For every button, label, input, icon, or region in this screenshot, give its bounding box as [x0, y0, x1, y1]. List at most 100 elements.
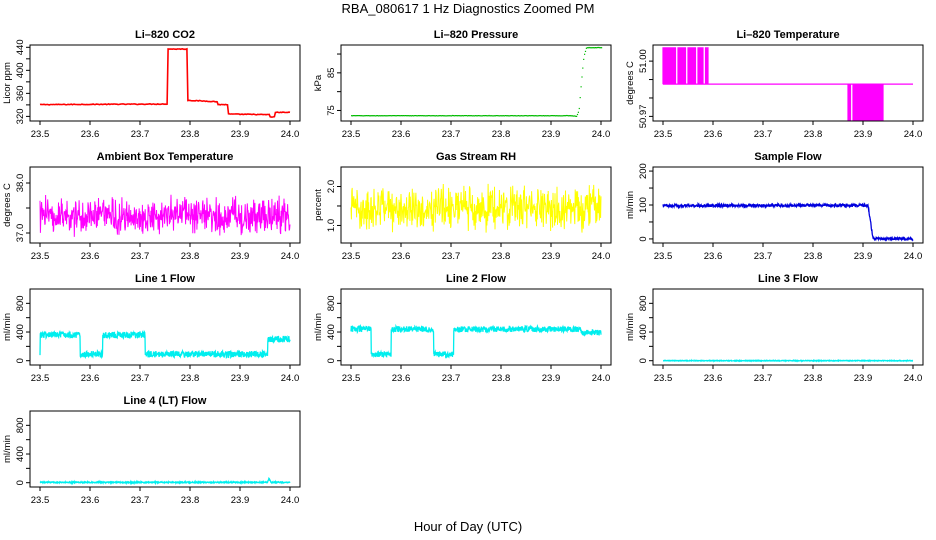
x-tick-label: 23.5 — [654, 373, 673, 384]
x-tick-label: 23.7 — [442, 373, 461, 384]
x-tick-label: 23.6 — [81, 129, 100, 140]
x-tick-label: 23.8 — [492, 251, 511, 262]
y-tick-label: 37.0 — [15, 224, 26, 243]
y-tick-label: 38.0 — [15, 174, 26, 193]
plot-frame — [340, 166, 612, 244]
x-tick-label: 23.6 — [704, 373, 723, 384]
y-tick-label: 800 — [326, 295, 337, 311]
panel-8: Line 2 Flow 23.5 23.6 23.7 23.8 23.9 24.0 0 400 8… — [313, 273, 612, 384]
series-line — [39, 329, 291, 360]
panel-9: Line 3 Flow 23.5 23.6 23.7 23.8 23.9 24.0 0 400 8… — [625, 273, 924, 384]
x-tick-label: 23.5 — [342, 129, 361, 140]
x-tick-label: 23.5 — [342, 373, 361, 384]
plot-frame — [29, 44, 301, 122]
y-axis-label: degrees C — [625, 61, 636, 105]
y-axis-label: Licor ppm — [2, 62, 13, 104]
x-tick-label: 23.9 — [231, 129, 250, 140]
y-tick-label: 0 — [15, 480, 26, 485]
panel-title: Line 4 (LT) Flow — [124, 395, 207, 407]
x-tick-label: 23.5 — [31, 251, 50, 262]
x-tick-label: 24.0 — [281, 495, 300, 506]
panel-1: Li–820 CO2 23.5 23.6 23.7 23.8 23.9 24.0 320 360… — [2, 29, 301, 140]
x-tick-label: 23.6 — [704, 251, 723, 262]
x-tick-label: 23.8 — [181, 495, 200, 506]
panel-title: Ambient Box Temperature — [97, 151, 234, 163]
x-tick-label: 24.0 — [592, 129, 611, 140]
x-tick-label: 23.7 — [131, 495, 150, 506]
y-tick-label: 100 — [638, 197, 649, 213]
x-tick-label: 23.9 — [854, 129, 873, 140]
series-line — [351, 46, 603, 117]
x-tick-label: 24.0 — [281, 373, 300, 384]
x-tick-label: 24.0 — [592, 251, 611, 262]
x-tick-label: 23.9 — [231, 251, 250, 262]
x-tick-label: 23.8 — [181, 373, 200, 384]
y-tick-label: 800 — [638, 295, 649, 311]
panel-10: Line 4 (LT) Flow 23.5 23.6 23.7 23.8 23.9 24.0… — [2, 395, 301, 506]
panel-title: Line 2 Flow — [446, 273, 506, 285]
x-tick-label: 23.7 — [131, 373, 150, 384]
y-axis-label: ml/min — [2, 313, 13, 341]
y-tick-label: 0 — [326, 358, 337, 363]
x-tick-label: 23.5 — [654, 129, 673, 140]
y-axis-label: ml/min — [625, 313, 636, 341]
x-tick-label: 23.9 — [542, 129, 561, 140]
y-tick-label: 320 — [15, 108, 26, 124]
panel-title: Sample Flow — [754, 151, 822, 163]
x-tick-label: 24.0 — [281, 251, 300, 262]
x-tick-label: 23.9 — [542, 373, 561, 384]
x-tick-label: 23.9 — [231, 373, 250, 384]
x-tick-label: 23.9 — [854, 251, 873, 262]
x-tick-label: 23.8 — [804, 129, 823, 140]
x-tick-label: 23.7 — [442, 251, 461, 262]
x-tick-label: 23.7 — [754, 373, 773, 384]
x-tick-label: 23.9 — [854, 373, 873, 384]
panel-title: Li–820 Temperature — [736, 29, 839, 41]
x-tick-label: 23.6 — [81, 373, 100, 384]
x-tick-label: 23.6 — [392, 129, 411, 140]
x-tick-label: 24.0 — [904, 373, 923, 384]
panels: Li–820 CO2 23.5 23.6 23.7 23.8 23.9 24.0 320 360… — [2, 29, 924, 506]
x-tick-label: 23.9 — [231, 495, 250, 506]
plot-frame — [340, 44, 612, 122]
panel-title: Li–820 CO2 — [135, 29, 195, 41]
x-tick-label: 23.7 — [442, 129, 461, 140]
x-tick-label: 23.9 — [542, 251, 561, 262]
plot-frame — [340, 288, 612, 366]
y-tick-label: 440 — [15, 39, 26, 55]
x-tick-label: 23.5 — [654, 251, 673, 262]
y-tick-label: 51.00 — [638, 49, 649, 73]
x-tick-label: 23.5 — [31, 129, 50, 140]
plot-frame — [29, 288, 301, 366]
x-tick-label: 23.7 — [754, 251, 773, 262]
y-tick-label: 200 — [638, 163, 649, 179]
series-line — [662, 201, 914, 242]
x-tick-label: 23.6 — [704, 129, 723, 140]
figure-x-label: Hour of Day (UTC) — [414, 519, 522, 534]
y-tick-label: 400 — [15, 446, 26, 462]
x-tick-label: 23.6 — [81, 251, 100, 262]
panel-7: Line 1 Flow 23.5 23.6 23.7 23.8 23.9 24.0 0 400 8… — [2, 273, 301, 384]
y-tick-label: 0 — [638, 236, 649, 241]
x-tick-label: 23.5 — [342, 251, 361, 262]
x-tick-label: 23.5 — [31, 373, 50, 384]
panel-5: Gas Stream RH 23.5 23.6 23.7 23.8 23.9 24.0 1.0… — [313, 151, 612, 262]
panel-3: Li–820 Temperature 23.5 23.6 23.7 23.8 23.9 24… — [625, 29, 924, 140]
x-tick-label: 23.7 — [754, 129, 773, 140]
panel-title: Line 1 Flow — [135, 273, 195, 285]
y-tick-label: 400 — [15, 62, 26, 78]
x-tick-label: 23.8 — [804, 373, 823, 384]
y-tick-label: 800 — [15, 295, 26, 311]
y-axis-label: ml/min — [2, 435, 13, 463]
series-line — [350, 183, 602, 233]
x-tick-label: 23.8 — [492, 373, 511, 384]
x-tick-label: 23.7 — [131, 129, 150, 140]
x-tick-label: 23.8 — [804, 251, 823, 262]
y-axis-label: kPa — [313, 74, 324, 91]
x-tick-label: 24.0 — [281, 129, 300, 140]
x-tick-label: 23.8 — [492, 129, 511, 140]
plot-frame — [29, 166, 301, 244]
x-tick-label: 23.8 — [181, 129, 200, 140]
y-tick-label: 400 — [326, 324, 337, 340]
